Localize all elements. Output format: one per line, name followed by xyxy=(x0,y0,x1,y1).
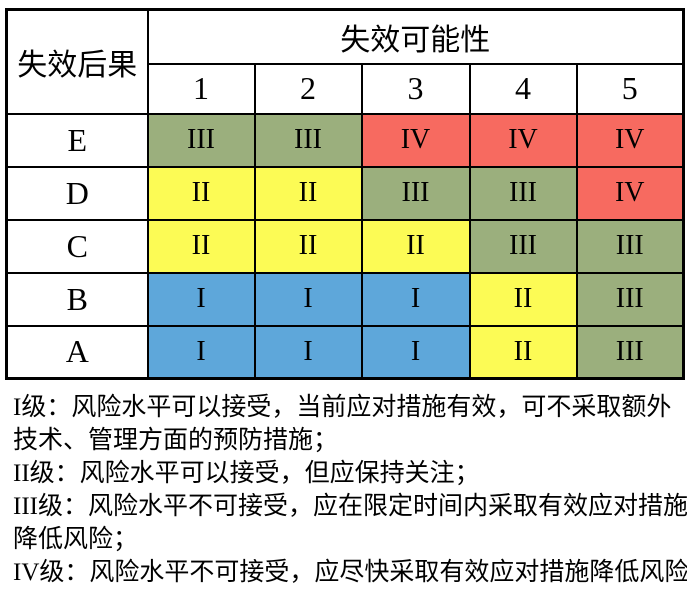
matrix-cell-E-1: III xyxy=(146,112,256,168)
matrix-cell-C-2: II xyxy=(253,218,363,274)
matrix-cell-E-3: IV xyxy=(360,112,471,168)
table-row-C: C II II II III III xyxy=(5,218,685,274)
consequence-row-label-D: D xyxy=(5,165,149,221)
matrix-cell-D-4: III xyxy=(468,165,578,221)
likelihood-level-5: 5 xyxy=(575,62,685,115)
legend-line-3: II级：风险水平可以接受，但应保持关注； xyxy=(13,460,480,487)
likelihood-header-cell: 失效可能性 xyxy=(146,8,685,65)
matrix-cell-D-2: II xyxy=(253,165,363,221)
matrix-cell-D-1: II xyxy=(146,165,256,221)
matrix-cell-C-3: II xyxy=(360,218,471,274)
matrix-cell-E-4: IV xyxy=(468,112,578,168)
likelihood-level-3: 3 xyxy=(360,62,471,115)
table-row-A: A I I I II III xyxy=(5,324,685,380)
matrix-cell-E-5: IV xyxy=(575,112,685,168)
matrix-cell-B-2: I xyxy=(253,271,363,327)
matrix-cell-A-3: I xyxy=(360,324,471,380)
table-row-E: E III III IV IV IV xyxy=(5,112,685,168)
likelihood-level-1: 1 xyxy=(146,62,256,115)
legend-line-1: I级：风险水平可以接受，当前应对措施有效，可不采取额外 xyxy=(13,394,672,421)
matrix-cell-D-5: IV xyxy=(575,165,685,221)
matrix-cell-C-5: III xyxy=(575,218,685,274)
matrix-cell-A-2: I xyxy=(253,324,363,380)
matrix-cell-B-1: I xyxy=(146,271,256,327)
matrix-cell-D-3: III xyxy=(360,165,471,221)
matrix-cell-B-4: II xyxy=(468,271,578,327)
legend-line-4: III级：风险水平不可接受，应在限定时间内采取有效应对措施 xyxy=(13,493,687,520)
matrix-body: E III III IV IV IV D II II III III IV C II II II III III B… xyxy=(5,112,685,380)
consequence-row-label-A: A xyxy=(5,324,149,380)
likelihood-level-2: 2 xyxy=(253,62,363,115)
matrix-cell-C-1: II xyxy=(146,218,256,274)
legend-line-2: 技术、管理方面的预防措施； xyxy=(13,427,339,454)
consequence-row-label-B: B xyxy=(5,271,149,327)
matrix-cell-A-4: II xyxy=(468,324,578,380)
likelihood-level-4: 4 xyxy=(468,62,578,115)
consequence-row-label-E: E xyxy=(5,112,149,168)
consequence-header-cell: 失效后果 xyxy=(5,8,149,115)
matrix-cell-C-4: III xyxy=(468,218,578,274)
matrix-cell-B-5: III xyxy=(575,271,685,327)
header-row-top: 失效后果 失效可能性 xyxy=(5,8,685,115)
legend-line-5: 降低风险； xyxy=(13,526,139,553)
table-row-D: D II II III III IV xyxy=(5,165,685,221)
matrix-cell-E-2: III xyxy=(253,112,363,168)
table-header: 失效后果 失效可能性 1 2 3 4 5 xyxy=(5,8,685,115)
header-row-levels: 1 2 3 4 5 xyxy=(7,62,685,115)
consequence-row-label-C: C xyxy=(5,218,149,274)
matrix-cell-A-5: III xyxy=(575,324,685,380)
table-row-B: B I I I II III xyxy=(5,271,685,327)
legend-line-6: IV级：风险水平不可接受，应尽快采取有效应对措施降低风险。 xyxy=(13,559,687,586)
risk-level-legend: I级：风险水平可以接受，当前应对措施有效，可不采取额外 技术、管理方面的预防措施… xyxy=(5,391,687,589)
matrix-cell-B-3: I xyxy=(360,271,471,327)
matrix-cell-A-1: I xyxy=(146,324,256,380)
risk-matrix-table: 失效后果 失效可能性 1 2 3 4 5 E III III IV IV IV D II II I… xyxy=(5,8,685,380)
